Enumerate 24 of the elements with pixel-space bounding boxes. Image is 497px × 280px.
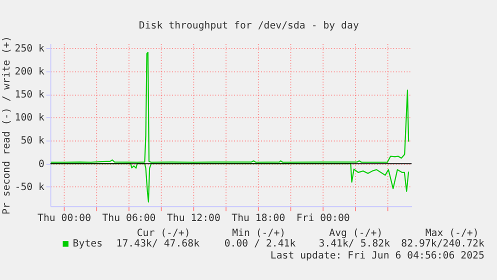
text: Min (-/+) xyxy=(232,228,286,239)
y-tick-label: 150 k xyxy=(14,89,45,100)
text: 0.00 / 2.41k xyxy=(224,238,296,250)
text: 17.43k/ 47.68k xyxy=(116,238,200,250)
y-tick-label: 100 k xyxy=(14,112,45,124)
text: Max (-/+) xyxy=(425,228,479,239)
text: Cur (-/+) xyxy=(136,228,190,239)
y-tick-label: -50 k xyxy=(14,182,45,193)
text: 82.97k/240.72k xyxy=(401,238,484,250)
x-tick-label: Fri 00:00 xyxy=(296,212,350,224)
text: 3.41k/ 5.82k xyxy=(318,238,390,250)
text: Avg (-/+) xyxy=(329,228,383,239)
text: Last update: Fri Jun 6 04:56:06 2025 xyxy=(270,250,484,262)
y-tick-label: 0 xyxy=(38,158,45,170)
chart-title: Disk throughput for /dev/sda - by day xyxy=(138,20,359,32)
x-tick-label: Thu 18:00 xyxy=(232,212,286,224)
y-tick-label: 200 k xyxy=(14,66,45,78)
x-tick-label: Thu 00:00 xyxy=(38,212,92,224)
y-axis-title: Pr second read (-) / write (+) xyxy=(1,36,12,214)
y-tick-label: 250 k xyxy=(14,43,45,54)
x-tick-label: Thu 12:00 xyxy=(166,212,220,224)
legend-label: Bytes xyxy=(72,238,103,250)
y-tick-label: 50 k xyxy=(20,136,45,147)
x-tick-label: Thu 06:00 xyxy=(102,212,156,224)
